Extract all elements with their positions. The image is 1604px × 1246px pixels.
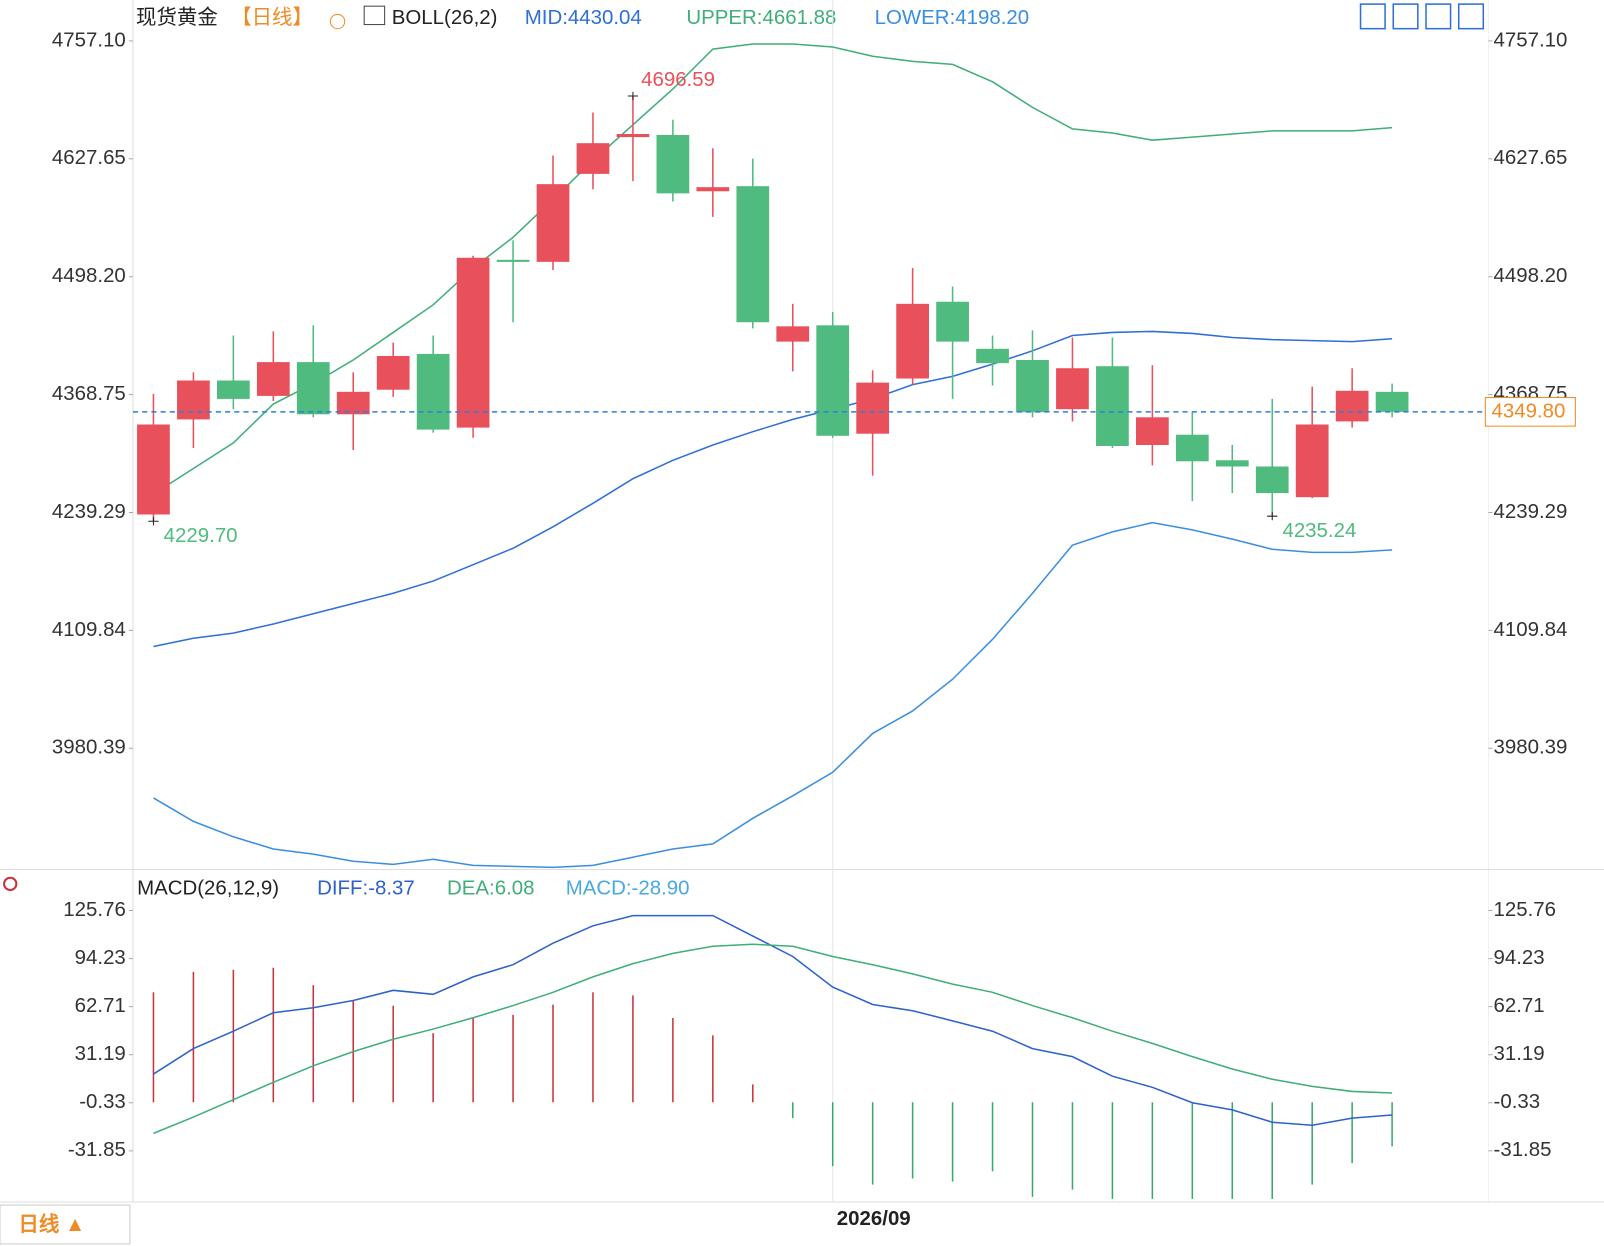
period-button[interactable]	[0, 1204, 131, 1245]
extreme-marker	[148, 517, 159, 526]
x-tick-label: 2026/09	[837, 1207, 911, 1230]
legend-entry: LOWER:4198.20	[875, 6, 1030, 29]
candle-body	[936, 301, 969, 342]
candle-body	[856, 382, 890, 434]
y-tick-label-right: 4498.20	[1494, 264, 1568, 287]
macd-icon[interactable]	[3, 876, 18, 892]
indicator-icon[interactable]	[363, 5, 386, 26]
candle-body	[576, 143, 610, 174]
y-tick-label-right: -0.33	[1494, 1090, 1541, 1113]
y-tick-label-right: 4757.10	[1494, 28, 1568, 51]
candle-body	[456, 257, 490, 428]
y-tick-label-right: 4627.65	[1494, 146, 1568, 169]
high-label: 4696.59	[641, 68, 715, 91]
candle-body	[496, 259, 530, 262]
low-label: 4229.70	[164, 524, 238, 547]
candle-body	[1056, 368, 1089, 410]
toolbar-button[interactable]	[1359, 3, 1386, 30]
candle-body	[296, 362, 330, 415]
line-series	[153, 330, 1393, 648]
settings-icon[interactable]	[329, 13, 346, 30]
candle-body	[1175, 434, 1209, 462]
candle-body	[177, 380, 210, 420]
y-tick-label-right: -31.85	[1494, 1138, 1552, 1161]
candle-body	[336, 391, 370, 415]
candle-body	[1096, 366, 1129, 446]
candle-body	[896, 303, 929, 379]
candle-body	[776, 326, 810, 342]
candle-body	[616, 133, 650, 138]
candle-body	[1335, 390, 1369, 422]
y-tick-label-right: 31.19	[1494, 1042, 1545, 1065]
extreme-marker	[1267, 512, 1278, 521]
y-tick-label-right: 4109.84	[1494, 618, 1568, 641]
period-button-label[interactable]: 日线 ▲	[18, 1212, 85, 1236]
low-label: 4235.24	[1282, 519, 1356, 542]
y-tick-label: 4109.84	[52, 618, 126, 641]
y-tick-label-right: 62.71	[1494, 994, 1545, 1017]
candle-body	[1215, 460, 1249, 467]
y-tick-label-right: 4239.29	[1494, 500, 1568, 523]
y-tick-label: 4368.75	[52, 382, 126, 405]
toolbar	[1359, 3, 1485, 30]
y-tick-label: 4627.65	[52, 146, 126, 169]
line-series	[153, 521, 1393, 869]
candle-body	[736, 186, 770, 323]
toolbar-button[interactable]	[1392, 3, 1419, 30]
last-price-label: 4349.80	[1491, 399, 1565, 422]
y-tick-label: 4498.20	[52, 264, 126, 287]
y-tick-label: 125.76	[63, 898, 126, 921]
legend-entry: MACD:-28.90	[566, 876, 690, 899]
y-tick-label: -31.85	[68, 1138, 126, 1161]
y-tick-label: 31.19	[75, 1042, 126, 1065]
last-price-box	[1484, 397, 1576, 427]
candle-body	[137, 424, 170, 515]
period-label[interactable]: 【日线】	[231, 6, 313, 29]
candle-body	[376, 356, 410, 390]
line-series	[153, 914, 1393, 1127]
candle-body	[816, 325, 850, 436]
candle-body	[416, 353, 450, 430]
candle-body	[1135, 417, 1169, 445]
candle-body	[1295, 424, 1329, 498]
line-series	[153, 943, 1393, 1135]
indicator-label: BOLL(26,2)	[392, 6, 498, 29]
toolbar-button[interactable]	[1457, 3, 1485, 30]
chart-title: 现货黄金	[136, 6, 218, 29]
y-tick-label: -0.33	[79, 1090, 126, 1113]
candle-body	[256, 362, 290, 396]
y-tick-label: 94.23	[75, 946, 126, 969]
legend-entry: UPPER:4661.88	[686, 6, 836, 29]
y-tick-label: 62.71	[75, 994, 126, 1017]
candle-body	[536, 184, 570, 262]
candle-body	[216, 380, 250, 399]
y-tick-label-right: 94.23	[1494, 946, 1545, 969]
legend-entry: MID:4430.04	[525, 6, 642, 29]
toolbar-button[interactable]	[1425, 3, 1452, 30]
y-tick-label-right: 125.76	[1494, 898, 1557, 921]
candle-body	[976, 348, 1009, 364]
y-tick-label-right: 3980.39	[1494, 736, 1568, 759]
candle-body	[1375, 391, 1409, 412]
legend-entry: DEA:6.08	[447, 876, 534, 899]
legend-entry: DIFF:-8.37	[317, 876, 415, 899]
line-series	[153, 43, 1393, 495]
y-tick-label: 3980.39	[52, 736, 126, 759]
candle-body	[656, 134, 690, 194]
candle-body	[1255, 466, 1289, 494]
candle-body	[696, 187, 730, 192]
candle-body	[1016, 360, 1049, 413]
y-tick-label: 4757.10	[52, 28, 126, 51]
y-tick-label: 4239.29	[52, 500, 126, 523]
extreme-marker	[627, 91, 639, 101]
macd-title: MACD(26,12,9)	[137, 876, 279, 899]
